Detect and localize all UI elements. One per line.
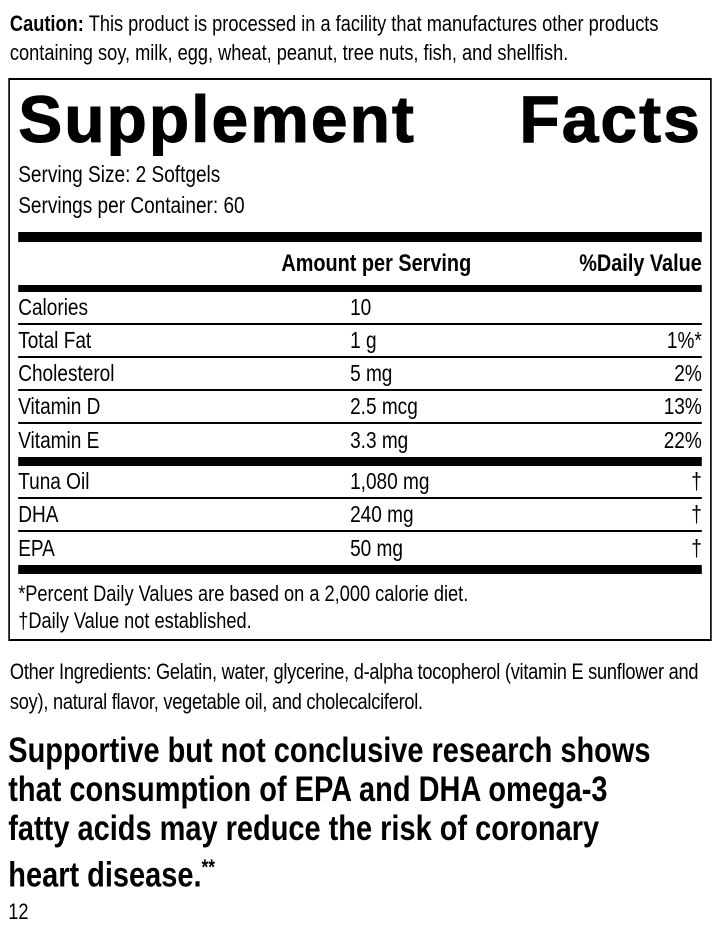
footnote-dagger: †Daily Value not established. bbox=[18, 608, 252, 633]
caution-text: This product is processed in a facility … bbox=[9, 11, 659, 65]
claim-line: heart disease.** bbox=[8, 848, 711, 895]
nutrient-amount: 240 mg bbox=[350, 501, 414, 527]
nutrient-name: Vitamin D bbox=[18, 393, 101, 419]
caution-label: Caution: bbox=[9, 11, 84, 36]
claim-line: that consumption of EPA and DHA omega-3 bbox=[8, 770, 608, 809]
nutrient-amount: 3.3 mg bbox=[350, 427, 409, 453]
table-row: Calories 10 bbox=[18, 292, 702, 325]
nutrient-amount: 2.5 mcg bbox=[350, 393, 418, 419]
serving-info: Serving Size: 2 Softgels Servings per Co… bbox=[18, 159, 702, 221]
nutrient-table-blend: Tuna Oil 1,080 mg † DHA 240 mg † EPA 50 mg † bbox=[18, 466, 702, 565]
nutrient-name: DHA bbox=[18, 501, 59, 527]
table-row: Cholesterol 5 mg 2% bbox=[18, 358, 702, 391]
nutrient-name: Calories bbox=[18, 294, 89, 320]
nutrient-daily-value: 22% bbox=[663, 427, 702, 453]
nutrient-table-main: Calories 10 Total Fat 1 g 1%* Cholesterol 5 mg… bbox=[18, 292, 702, 457]
caution-paragraph: Caution: This product is processed in a f… bbox=[0, 0, 720, 67]
nutrient-daily-value: 2% bbox=[674, 360, 702, 386]
footnotes: *Percent Daily Values are based on a 2,0… bbox=[18, 574, 702, 634]
health-claim: Supportive but not conclusive research s… bbox=[8, 731, 711, 895]
nutrient-daily-value: † bbox=[691, 468, 702, 494]
other-ingredients: Other Ingredients: Gelatin, water, glyce… bbox=[9, 659, 699, 714]
divider-bar-bottom bbox=[18, 565, 702, 574]
supplement-label: Caution: This product is processed in a f… bbox=[0, 0, 720, 924]
panel-title-word-2: Facts bbox=[519, 82, 702, 157]
servings-per-container: Servings per Container: 60 bbox=[18, 192, 245, 218]
divider-bar-under-header bbox=[18, 285, 702, 292]
table-row: EPA 50 mg † bbox=[18, 532, 702, 565]
serving-size: Serving Size: 2 Softgels bbox=[18, 161, 221, 187]
divider-bar-mid bbox=[18, 457, 702, 466]
nutrient-name: EPA bbox=[18, 535, 55, 561]
claim-superscript: ** bbox=[201, 856, 216, 879]
table-row: Tuna Oil 1,080 mg † bbox=[18, 466, 702, 499]
daily-value-header: %Daily Value bbox=[579, 249, 702, 277]
claim-line: Supportive but not conclusive research s… bbox=[8, 731, 651, 770]
nutrient-name: Total Fat bbox=[18, 327, 92, 353]
table-row: Vitamin E 3.3 mg 22% bbox=[18, 424, 702, 457]
panel-title: Supplement Facts bbox=[18, 82, 702, 157]
divider-bar-thick-top bbox=[18, 232, 702, 242]
amount-per-serving-header: Amount per Serving bbox=[281, 249, 472, 277]
nutrient-daily-value: 13% bbox=[663, 393, 702, 419]
nutrient-name: Cholesterol bbox=[18, 360, 115, 386]
nutrient-name: Tuna Oil bbox=[18, 468, 90, 494]
claim-line: fatty acids may reduce the risk of coron… bbox=[8, 809, 600, 848]
supplement-facts-panel: Supplement Facts Serving Size: 2 Softgel… bbox=[8, 78, 712, 641]
footnote-daily-values: *Percent Daily Values are based on a 2,0… bbox=[18, 581, 469, 606]
panel-title-row: Supplement Facts bbox=[18, 82, 702, 157]
nutrient-amount: 1 g bbox=[350, 327, 377, 353]
nutrient-name: Vitamin E bbox=[18, 427, 100, 453]
nutrient-amount: 50 mg bbox=[350, 535, 403, 561]
page-number: 12 bbox=[8, 898, 29, 924]
nutrient-daily-value: † bbox=[691, 501, 702, 527]
nutrient-daily-value: † bbox=[691, 535, 702, 561]
nutrient-amount: 5 mg bbox=[350, 360, 393, 386]
table-row: DHA 240 mg † bbox=[18, 499, 702, 532]
table-column-header: Amount per Serving %Daily Value bbox=[18, 242, 702, 285]
table-row: Total Fat 1 g 1%* bbox=[18, 325, 702, 358]
panel-title-word-1: Supplement bbox=[18, 82, 416, 157]
nutrient-daily-value: 1%* bbox=[666, 327, 702, 353]
nutrient-amount: 10 bbox=[350, 294, 372, 320]
nutrient-amount: 1,080 mg bbox=[350, 468, 430, 494]
table-row: Vitamin D 2.5 mcg 13% bbox=[18, 391, 702, 424]
claim-line-text: heart disease. bbox=[8, 855, 202, 895]
